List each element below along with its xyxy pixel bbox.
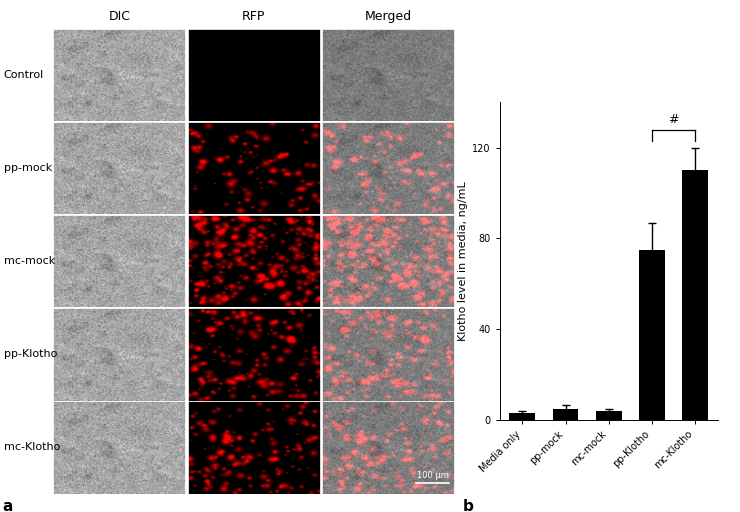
- Text: Merged: Merged: [364, 10, 411, 23]
- Bar: [596, 411, 622, 420]
- Text: #: #: [668, 113, 679, 126]
- Text: Control: Control: [4, 70, 44, 80]
- Bar: [639, 250, 665, 420]
- Text: 100 μm: 100 μm: [417, 471, 448, 480]
- Bar: [509, 413, 535, 420]
- Y-axis label: Klotho level in media, ng/mL: Klotho level in media, ng/mL: [458, 181, 468, 341]
- Text: DIC: DIC: [109, 10, 130, 23]
- Text: mc-mock: mc-mock: [4, 256, 55, 266]
- Bar: [553, 409, 579, 420]
- Bar: [682, 170, 708, 420]
- Text: RFP: RFP: [242, 10, 266, 23]
- Text: pp-Klotho: pp-Klotho: [4, 349, 57, 359]
- Text: pp-mock: pp-mock: [4, 163, 52, 173]
- Text: a: a: [2, 499, 13, 512]
- Text: mc-Klotho: mc-Klotho: [4, 442, 60, 453]
- Text: b: b: [462, 499, 474, 512]
